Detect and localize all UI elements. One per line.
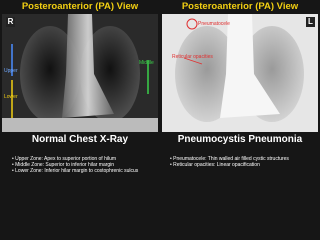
annotation: Pneumatocele [198,21,230,27]
zone-label: Upper [4,68,18,74]
panel-title: Pneumocystis Pneumonia [177,134,303,145]
bullet: Upper Zone: Apex to superior portion of … [12,156,158,162]
bullet: Pneumatocele: Thin walled air filled cys… [170,156,316,162]
bullet: Reticular opacities: Linear opacificatio… [170,162,316,168]
zone-label: Lower [4,94,18,100]
panel-header: Posteroanterior (PA) View [181,1,299,12]
screen: Posteroanterior (PA) View Posteroanterio… [0,0,320,180]
zone-label: Middle [139,60,154,66]
pcp-xray [162,14,318,132]
panel-header: Posteroanterior (PA) View [21,1,139,12]
panel-title: Normal Chest X-Ray [31,134,129,145]
annotation: Reticular opacities [172,54,213,60]
bullet: Lower Zone: Inferior hilar margin to cos… [12,168,158,174]
bullet-list: Pneumatocele: Thin walled air filled cys… [170,156,316,168]
normal-xray [2,14,158,132]
side-marker: R [6,17,15,27]
side-marker: L [306,17,315,27]
bullet: Middle Zone: Superior to inferior hilar … [12,162,158,168]
bullet-list: Upper Zone: Apex to superior portion of … [12,156,158,174]
